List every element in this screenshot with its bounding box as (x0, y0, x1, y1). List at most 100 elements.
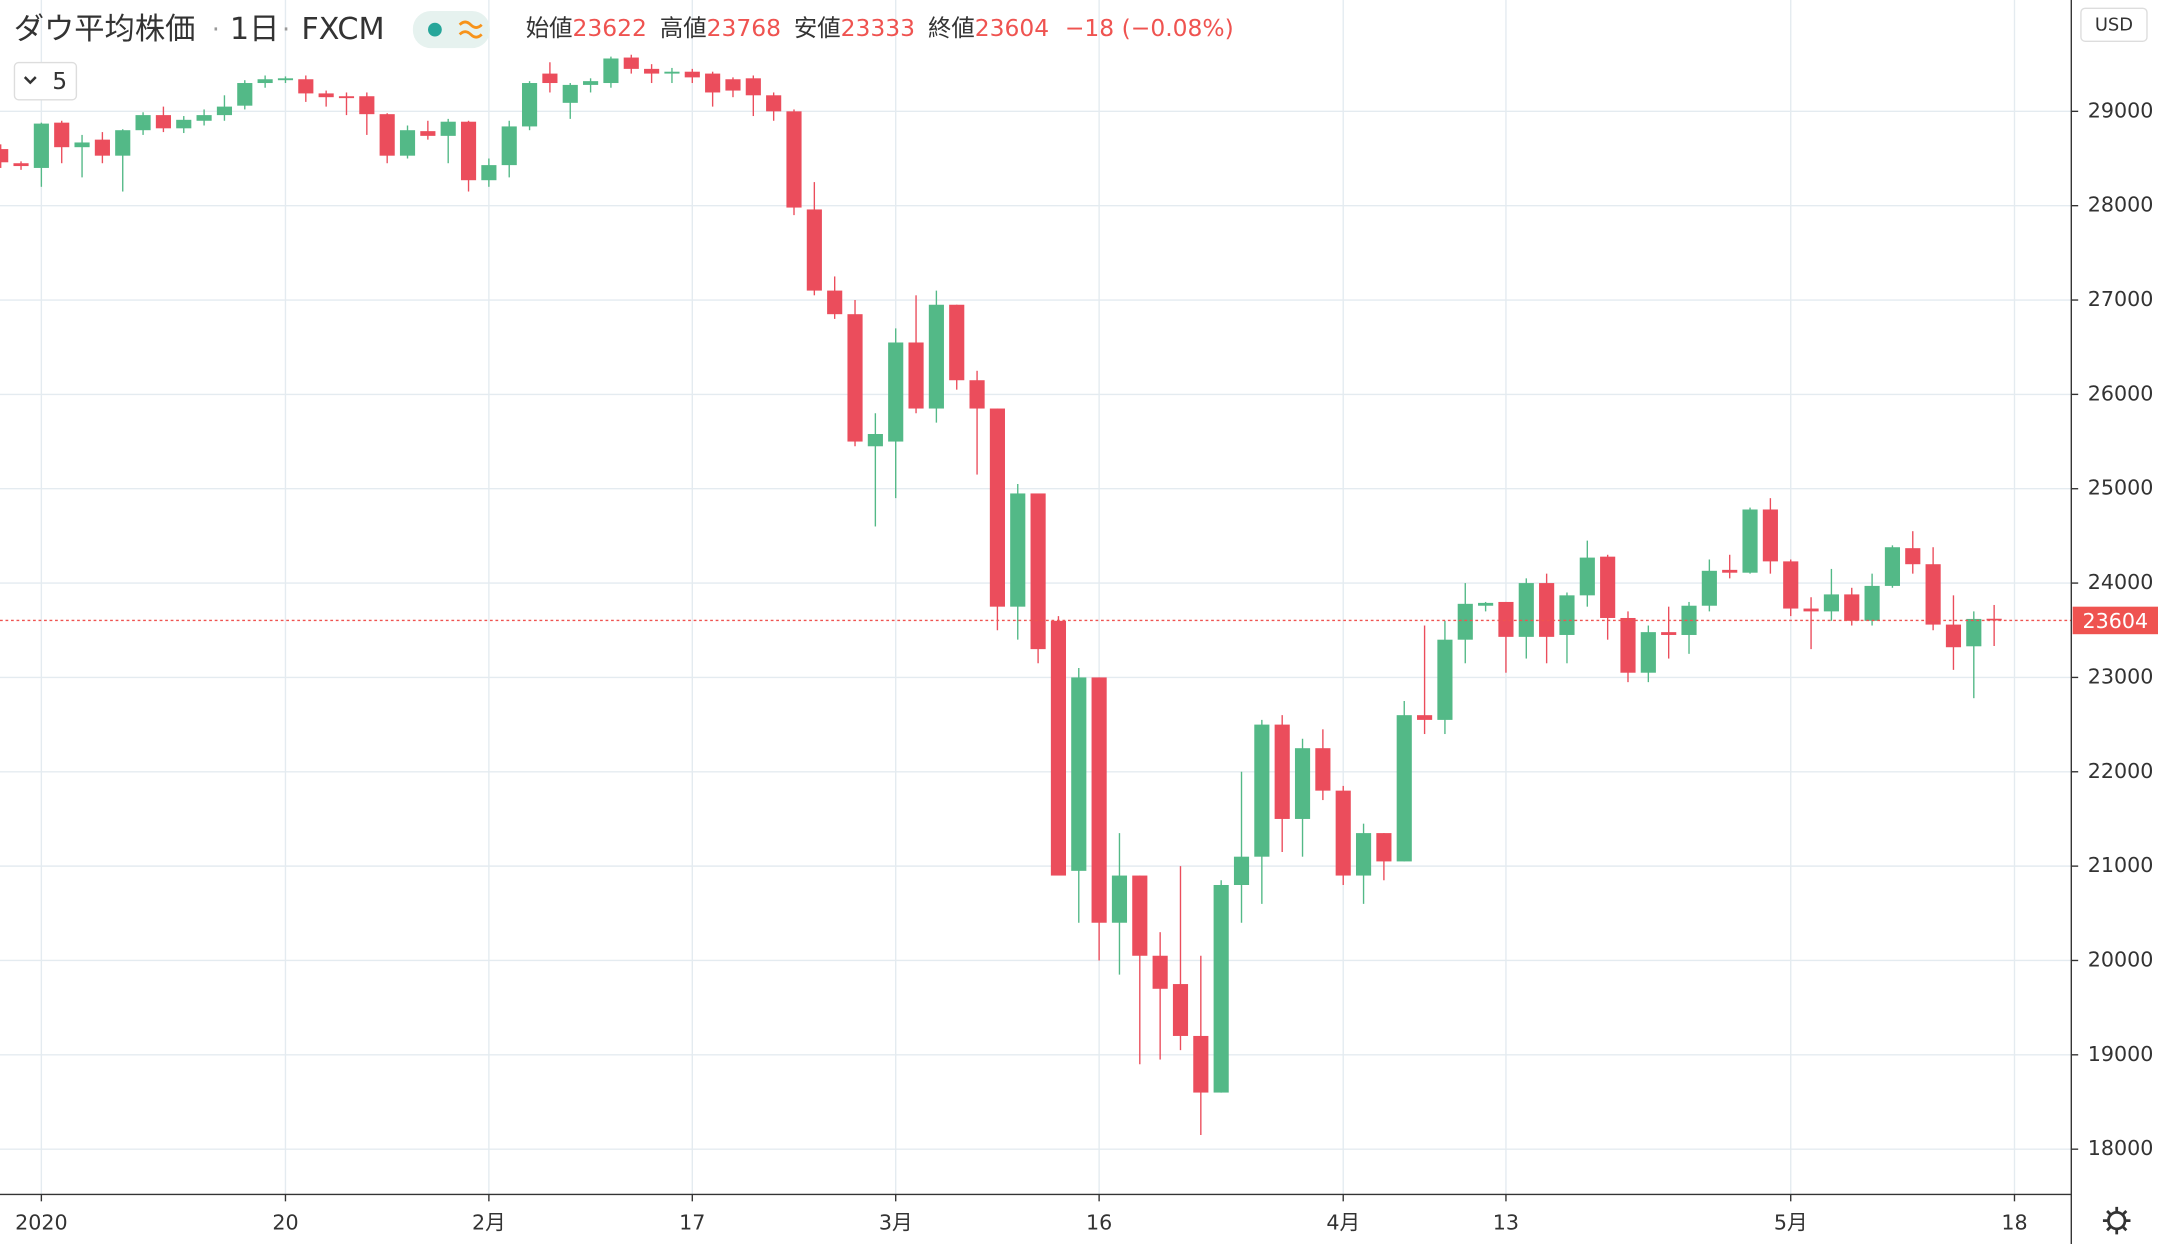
indicator-toggle[interactable] (412, 11, 490, 49)
candle-body (135, 115, 151, 131)
status-dot (428, 22, 442, 37)
candle-body (237, 83, 253, 106)
length-box[interactable] (13, 61, 78, 101)
settings-icon[interactable] (2102, 1206, 2131, 1235)
candle-body (481, 165, 497, 181)
candle-body (1518, 583, 1534, 637)
candle-body (379, 114, 395, 156)
candle-body (33, 123, 49, 168)
y-tick-label: 27000 (2088, 287, 2154, 311)
candle-body (1478, 602, 1494, 606)
candle-body (257, 79, 273, 84)
candle-body (1742, 509, 1758, 573)
candle-body (501, 126, 517, 166)
x-tick-label: 2月 (472, 1210, 506, 1234)
ohlc-label: 始値 (526, 13, 573, 41)
candle-body (766, 95, 782, 112)
candle-body (806, 209, 822, 291)
y-tick-label: 18000 (2088, 1136, 2154, 1160)
candle-body (1905, 548, 1921, 565)
candle-body (1864, 585, 1880, 621)
candle-body (928, 304, 944, 409)
candle-body (1722, 569, 1738, 573)
candle-body (1559, 595, 1575, 635)
candle-body (1681, 605, 1697, 635)
candle-body (542, 73, 558, 84)
candle-body (216, 106, 233, 116)
currency[interactable]: USD (2095, 14, 2133, 35)
indicator-pill[interactable] (412, 11, 490, 49)
interval[interactable]: 1日 (230, 12, 280, 47)
candle-body (460, 121, 477, 181)
candle-body (989, 408, 1005, 607)
y-tick-label: 19000 (2088, 1042, 2154, 1066)
candle-body (440, 121, 456, 136)
candle-body (277, 78, 294, 81)
candle-body (786, 111, 802, 208)
candle-body (1661, 632, 1677, 635)
candle-body (1315, 748, 1331, 791)
axes: 18000 19000 20000 21000 22000 23000 24000 25000… (15, 98, 2158, 1234)
candle-body (1294, 748, 1311, 819)
x-tick-label: 20 (272, 1210, 298, 1234)
candle-body (583, 81, 599, 85)
indicator-icon (458, 20, 483, 39)
y-tick-label: 28000 (2088, 193, 2154, 217)
x-tick-label: 16 (1086, 1210, 1112, 1234)
candle-body (1355, 833, 1372, 876)
y-tick-label: 22000 (2088, 759, 2154, 783)
ohlc-label: 高値 (660, 13, 707, 41)
candles (0, 54, 2072, 1136)
length-button[interactable]: 5 (13, 61, 78, 101)
ohlc-value: 23604 (975, 13, 1049, 41)
candle-body (1213, 884, 1229, 1093)
price-label-bg (2072, 606, 2158, 635)
candle-body (888, 342, 904, 442)
ohlc-label: 終値 (928, 13, 975, 41)
y-tick-label: 29000 (2088, 98, 2154, 122)
x-tick-label: 5月 (1774, 1210, 1808, 1234)
candle-body (827, 290, 843, 315)
candle-body (1172, 984, 1189, 1036)
candle-body (1274, 724, 1290, 819)
candle-body (1966, 618, 1982, 647)
candle-body (1925, 564, 1941, 625)
change: −18 (−0.08%) (1065, 13, 1234, 41)
candle-body (745, 78, 761, 96)
y-tick-label: 26000 (2088, 381, 2154, 405)
candle-body (1010, 493, 1026, 607)
price-label: 23604 (2083, 609, 2149, 633)
ohlc-value: 23622 (573, 13, 647, 41)
separator: · (282, 14, 290, 43)
y-tick-label: 21000 (2088, 853, 2154, 877)
candle-body (1437, 639, 1453, 720)
candle-body (1233, 856, 1250, 885)
candle-body (54, 122, 70, 148)
candle-body (399, 130, 416, 156)
candle-body (1579, 557, 1595, 596)
candle-body (420, 131, 436, 136)
candle-body (847, 314, 863, 442)
candle-body (115, 130, 131, 156)
candle-body (969, 380, 985, 409)
candle-body (1376, 833, 1392, 862)
grid (0, 0, 2072, 1195)
x-tick-label: 17 (679, 1210, 705, 1234)
candle-body (1111, 875, 1128, 923)
candle-body (13, 163, 29, 167)
candle-body (1091, 677, 1107, 923)
candle-body (1823, 594, 1839, 612)
currency-box[interactable] (2080, 7, 2148, 42)
candle-body (1945, 624, 1962, 648)
candle-body (1986, 618, 2002, 621)
candle-body (1640, 632, 1656, 673)
candle-body (1762, 509, 1778, 562)
candle-body (298, 79, 314, 94)
candle-body (155, 115, 171, 129)
candle-body (1417, 715, 1433, 720)
ohlc-value: 23333 (841, 13, 915, 41)
candle-body (1539, 583, 1555, 637)
